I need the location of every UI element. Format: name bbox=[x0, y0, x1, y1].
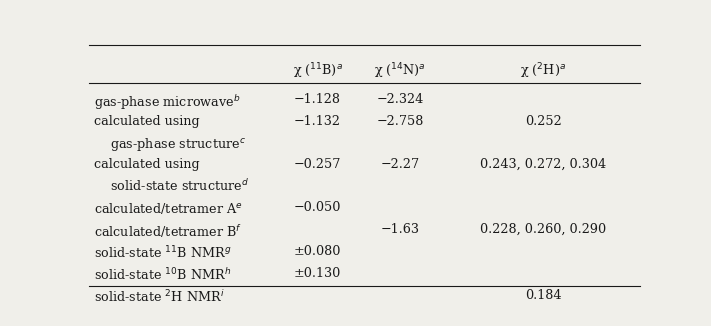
Text: −0.257: −0.257 bbox=[294, 158, 341, 171]
Text: χ ($^{2}$H)$^{a}$: χ ($^{2}$H)$^{a}$ bbox=[520, 62, 567, 81]
Text: calculated using: calculated using bbox=[95, 115, 200, 128]
Text: −2.324: −2.324 bbox=[377, 93, 424, 106]
Text: −1.132: −1.132 bbox=[294, 115, 341, 128]
Text: ±0.130: ±0.130 bbox=[294, 267, 341, 280]
Text: −0.050: −0.050 bbox=[294, 200, 341, 214]
Text: −2.27: −2.27 bbox=[380, 158, 419, 171]
Text: calculated using: calculated using bbox=[95, 158, 200, 171]
Text: χ ($^{11}$B)$^{a}$: χ ($^{11}$B)$^{a}$ bbox=[292, 62, 343, 81]
Text: 0.228, 0.260, 0.290: 0.228, 0.260, 0.290 bbox=[481, 223, 606, 236]
Text: solid-state $^{10}$B NMR$^{h}$: solid-state $^{10}$B NMR$^{h}$ bbox=[95, 267, 232, 283]
Text: solid-state $^{11}$B NMR$^{g}$: solid-state $^{11}$B NMR$^{g}$ bbox=[95, 245, 232, 261]
Text: −1.128: −1.128 bbox=[294, 93, 341, 106]
Text: χ ($^{14}$N)$^{a}$: χ ($^{14}$N)$^{a}$ bbox=[374, 62, 426, 81]
Text: calculated/tetramer A$^{e}$: calculated/tetramer A$^{e}$ bbox=[95, 200, 243, 215]
Text: calculated/tetramer B$^{f}$: calculated/tetramer B$^{f}$ bbox=[95, 223, 242, 240]
Text: 0.252: 0.252 bbox=[525, 115, 562, 128]
Text: 0.184: 0.184 bbox=[525, 289, 562, 302]
Text: −1.63: −1.63 bbox=[380, 223, 419, 236]
Text: gas-phase structure$^{c}$: gas-phase structure$^{c}$ bbox=[95, 136, 247, 153]
Text: ±0.080: ±0.080 bbox=[294, 245, 341, 258]
Text: solid-state structure$^{d}$: solid-state structure$^{d}$ bbox=[95, 178, 250, 194]
Text: gas-phase microwave$^{b}$: gas-phase microwave$^{b}$ bbox=[95, 93, 241, 112]
Text: 0.243, 0.272, 0.304: 0.243, 0.272, 0.304 bbox=[481, 158, 606, 171]
Text: −2.758: −2.758 bbox=[377, 115, 424, 128]
Text: solid-state $^{2}$H NMR$^{i}$: solid-state $^{2}$H NMR$^{i}$ bbox=[95, 289, 225, 305]
